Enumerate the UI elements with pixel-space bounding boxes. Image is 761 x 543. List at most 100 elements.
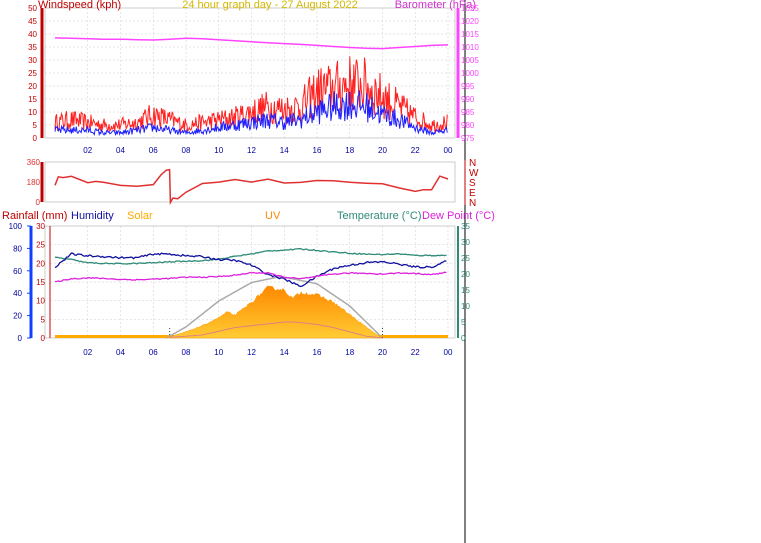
baro-y-tick-label: 995 xyxy=(461,82,475,91)
wind-x-tick-label: 02 xyxy=(83,146,92,155)
uv-label: UV xyxy=(265,210,281,222)
wind-x-tick-label: 00 xyxy=(444,146,453,155)
temperature-label: Temperature (°C) xyxy=(337,210,421,222)
humidity-y-tick-label: 0 xyxy=(41,334,46,343)
uv-line xyxy=(169,321,383,339)
wind-direction-line xyxy=(54,168,449,206)
baro-y-label: Barometer (hPa) xyxy=(395,0,476,11)
rain-y-ticks: 0 20 40 60 80 100 xyxy=(9,222,31,343)
solar-label: Solar xyxy=(127,210,153,222)
thermo-x-ticks: 02 04 06 08 10 12 14 16 18 20 22 00 xyxy=(83,348,453,357)
thermo-x-tick-label: 20 xyxy=(378,348,387,357)
compass-label: E xyxy=(469,188,476,199)
rain-label: Rainfall (mm) xyxy=(2,210,67,222)
baro-y-tick-label: 1000 xyxy=(461,69,479,78)
wind-y-tick-label: 0 xyxy=(33,134,38,143)
direction-series xyxy=(54,168,449,206)
temp-y-tick-label: 35 xyxy=(461,222,470,231)
temp-y-tick-label: 25 xyxy=(461,254,470,263)
gust-line xyxy=(54,56,448,134)
wind-y-tick-label: 35 xyxy=(28,43,37,52)
wind-y-tick-label: 50 xyxy=(28,4,37,13)
baro-y-tick-label: 1005 xyxy=(461,56,479,65)
thermo-x-tick-label: 10 xyxy=(214,348,223,357)
thermo-x-tick-label: 06 xyxy=(149,348,158,357)
temp-y-tick-label: 5 xyxy=(461,318,466,327)
baro-y-tick-label: 985 xyxy=(461,108,475,117)
direction-y-tick-label: 360 xyxy=(27,158,41,167)
wind-x-tick-label: 16 xyxy=(313,146,322,155)
baro-y-tick-label: 1015 xyxy=(461,30,479,39)
direction-y-ticks: 360 180 0 xyxy=(27,158,41,207)
wind-y-label: Windspeed (kph) xyxy=(38,0,121,11)
wind-y-tick-label: 10 xyxy=(28,108,37,117)
thermo-x-tick-label: 16 xyxy=(313,348,322,357)
humidity-label: Humidity xyxy=(71,210,114,222)
wind-y-ticks: 0 5 10 15 20 25 30 35 40 45 50 xyxy=(28,4,37,143)
thermo-x-tick-label: 14 xyxy=(280,348,289,357)
wind-y-tick-label: 20 xyxy=(28,82,37,91)
humidity-y-tick-label: 15 xyxy=(36,278,45,287)
rain-y-tick-label: 80 xyxy=(13,244,22,253)
thermo-x-tick-label: 00 xyxy=(444,348,453,357)
compass-label: N xyxy=(469,158,476,169)
wind-x-tick-label: 20 xyxy=(378,146,387,155)
rain-y-tick-label: 40 xyxy=(13,289,22,298)
wind-series xyxy=(54,37,449,137)
baro-y-tick-label: 990 xyxy=(461,95,475,104)
wind-x-tick-label: 12 xyxy=(247,146,256,155)
wind-y-tick-label: 15 xyxy=(28,95,37,104)
dew-point-label: Dew Point (°C) xyxy=(422,210,495,222)
average-wind-line xyxy=(54,90,448,137)
wind-y-tick-label: 5 xyxy=(33,121,38,130)
wind-x-tick-label: 18 xyxy=(345,146,354,155)
baro-y-tick-label: 1025 xyxy=(461,4,479,13)
wind-y-tick-label: 40 xyxy=(28,30,37,39)
humidity-y-tick-label: 20 xyxy=(36,259,45,268)
wind-x-tick-label: 22 xyxy=(411,146,420,155)
wind-x-tick-label: 10 xyxy=(214,146,223,155)
dew-point-line xyxy=(54,271,447,283)
temperature-line xyxy=(54,247,447,265)
thermo-x-tick-label: 04 xyxy=(116,348,125,357)
temp-y-tick-label: 30 xyxy=(461,238,470,247)
temp-y-tick-label: 0 xyxy=(461,334,466,343)
barometer-line xyxy=(54,37,449,50)
direction-y-tick-label: 180 xyxy=(27,178,41,187)
baro-y-tick-label: 975 xyxy=(461,134,475,143)
wind-x-tick-label: 04 xyxy=(116,146,125,155)
baro-y-tick-label: 980 xyxy=(461,121,475,130)
solar-area xyxy=(166,285,384,339)
rain-y-tick-label: 0 xyxy=(18,334,23,343)
rain-y-tick-label: 60 xyxy=(13,267,22,276)
wind-y-tick-label: 45 xyxy=(28,17,37,26)
baro-y-tick-label: 1010 xyxy=(461,43,479,52)
compass-label: S xyxy=(469,178,476,189)
compass-label: W xyxy=(469,168,479,179)
thermo-x-tick-label: 08 xyxy=(182,348,191,357)
wind-x-ticks: 02 04 06 08 10 12 14 16 18 20 22 00 xyxy=(83,146,453,155)
humidity-y-ticks: 0 5 10 15 20 25 30 xyxy=(36,222,45,343)
temp-y-ticks: 0 5 10 15 20 25 30 35 xyxy=(461,222,470,343)
humidity-y-tick-label: 30 xyxy=(36,222,45,231)
humidity-y-tick-label: 10 xyxy=(36,297,45,306)
temp-y-tick-label: 20 xyxy=(461,270,470,279)
chart-title: 24 hour graph day - 27 August 2022 xyxy=(182,0,358,11)
humidity-line xyxy=(54,252,447,288)
thermo-x-tick-label: 18 xyxy=(345,348,354,357)
theoretical-solar-line xyxy=(165,275,382,339)
thermo-series xyxy=(54,247,448,339)
thermo-x-tick-label: 22 xyxy=(411,348,420,357)
thermo-x-tick-label: 02 xyxy=(83,348,92,357)
wind-x-tick-label: 14 xyxy=(280,146,289,155)
temp-y-tick-label: 15 xyxy=(461,286,470,295)
direction-y-tick-label: 0 xyxy=(36,198,41,207)
temp-y-tick-label: 10 xyxy=(461,302,470,311)
rain-y-tick-label: 100 xyxy=(9,222,23,231)
wind-y-tick-label: 25 xyxy=(28,69,37,78)
compass-label: N xyxy=(469,198,476,209)
